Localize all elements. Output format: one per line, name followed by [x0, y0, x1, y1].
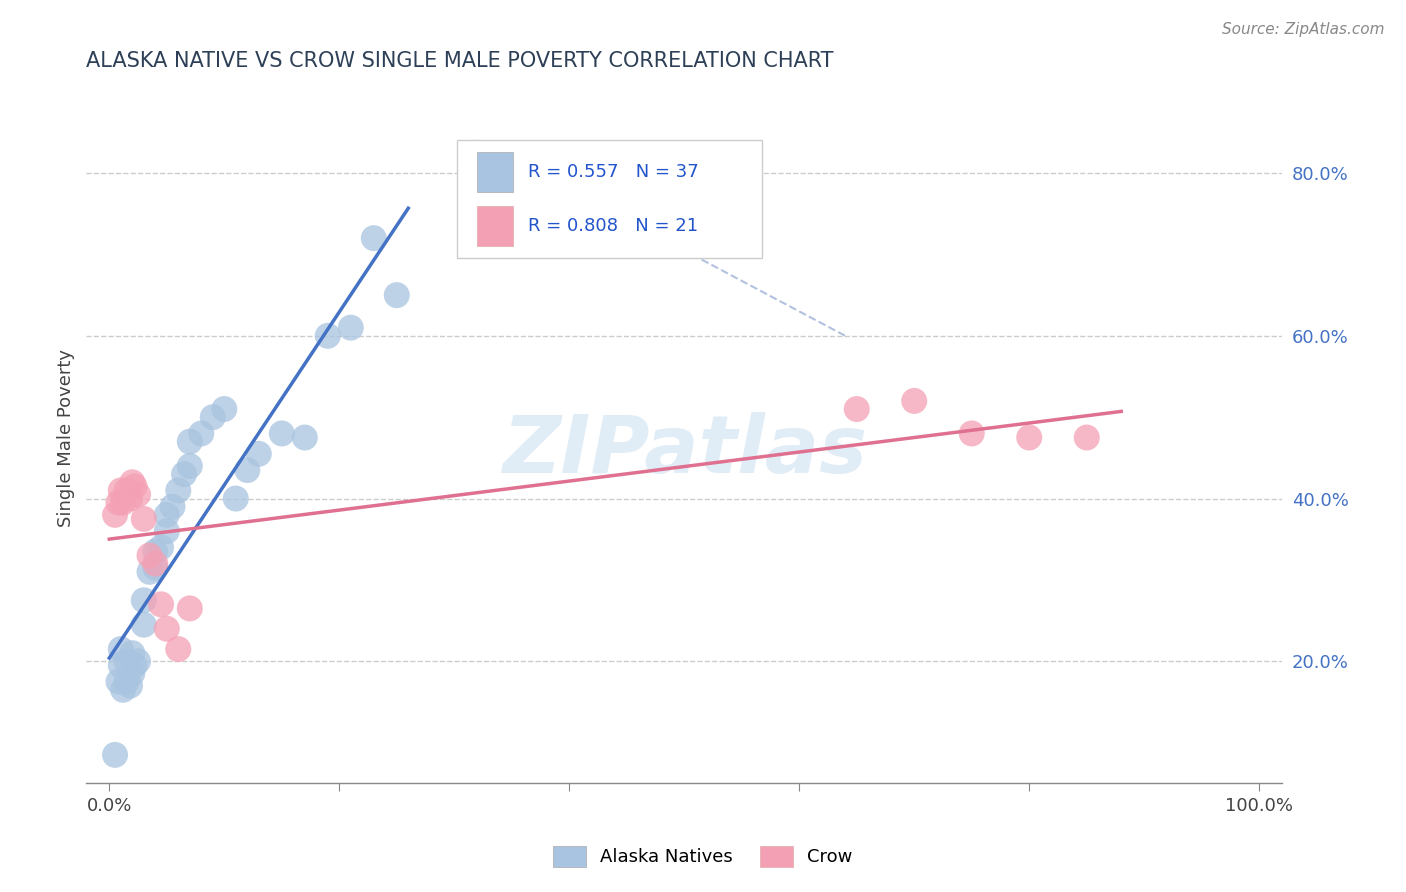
Point	[162, 500, 184, 514]
Point	[115, 654, 138, 668]
Point	[121, 475, 143, 490]
Point	[294, 430, 316, 444]
Point	[179, 458, 201, 473]
Point	[363, 231, 385, 245]
Point	[339, 320, 361, 334]
Point	[127, 487, 149, 501]
Point	[124, 658, 146, 673]
Point	[121, 666, 143, 681]
Point	[121, 646, 143, 660]
Point	[110, 483, 132, 498]
Point	[115, 674, 138, 689]
Point	[1018, 430, 1040, 444]
Point	[112, 682, 135, 697]
Point	[190, 426, 212, 441]
Point	[138, 549, 160, 563]
Point	[150, 541, 173, 555]
Point	[118, 679, 141, 693]
Point	[316, 328, 339, 343]
Point	[179, 434, 201, 449]
Point	[150, 598, 173, 612]
Text: Source: ZipAtlas.com: Source: ZipAtlas.com	[1222, 22, 1385, 37]
Point	[124, 479, 146, 493]
Point	[143, 544, 166, 558]
Point	[118, 491, 141, 506]
Point	[110, 658, 132, 673]
Point	[845, 402, 868, 417]
Text: ALASKA NATIVE VS CROW SINGLE MALE POVERTY CORRELATION CHART: ALASKA NATIVE VS CROW SINGLE MALE POVERT…	[86, 51, 834, 70]
Point	[903, 393, 925, 408]
Point	[214, 402, 236, 417]
Point	[107, 495, 129, 509]
Point	[1076, 430, 1098, 444]
Point	[107, 674, 129, 689]
Point	[385, 288, 408, 302]
Point	[270, 426, 292, 441]
Point	[201, 410, 224, 425]
Point	[132, 512, 155, 526]
Text: R = 0.808   N = 21: R = 0.808 N = 21	[527, 217, 697, 235]
Text: R = 0.557   N = 37: R = 0.557 N = 37	[527, 163, 699, 181]
FancyBboxPatch shape	[457, 140, 762, 258]
Point	[143, 560, 166, 574]
Point	[167, 483, 190, 498]
Point	[225, 491, 247, 506]
Point	[110, 642, 132, 657]
Point	[167, 642, 190, 657]
Point	[138, 565, 160, 579]
Text: ZIPatlas: ZIPatlas	[502, 412, 866, 491]
Point	[247, 447, 270, 461]
Point	[127, 654, 149, 668]
Y-axis label: Single Male Poverty: Single Male Poverty	[58, 349, 75, 526]
FancyBboxPatch shape	[478, 206, 513, 246]
Legend: Alaska Natives, Crow: Alaska Natives, Crow	[546, 838, 860, 874]
Point	[104, 747, 127, 762]
Point	[112, 495, 135, 509]
Point	[173, 467, 195, 482]
Point	[960, 426, 983, 441]
Point	[156, 622, 179, 636]
Point	[115, 483, 138, 498]
Point	[132, 593, 155, 607]
Point	[104, 508, 127, 522]
Point	[143, 557, 166, 571]
Point	[156, 508, 179, 522]
Point	[179, 601, 201, 615]
FancyBboxPatch shape	[478, 152, 513, 192]
Point	[156, 524, 179, 538]
Point	[132, 617, 155, 632]
Point	[236, 463, 259, 477]
